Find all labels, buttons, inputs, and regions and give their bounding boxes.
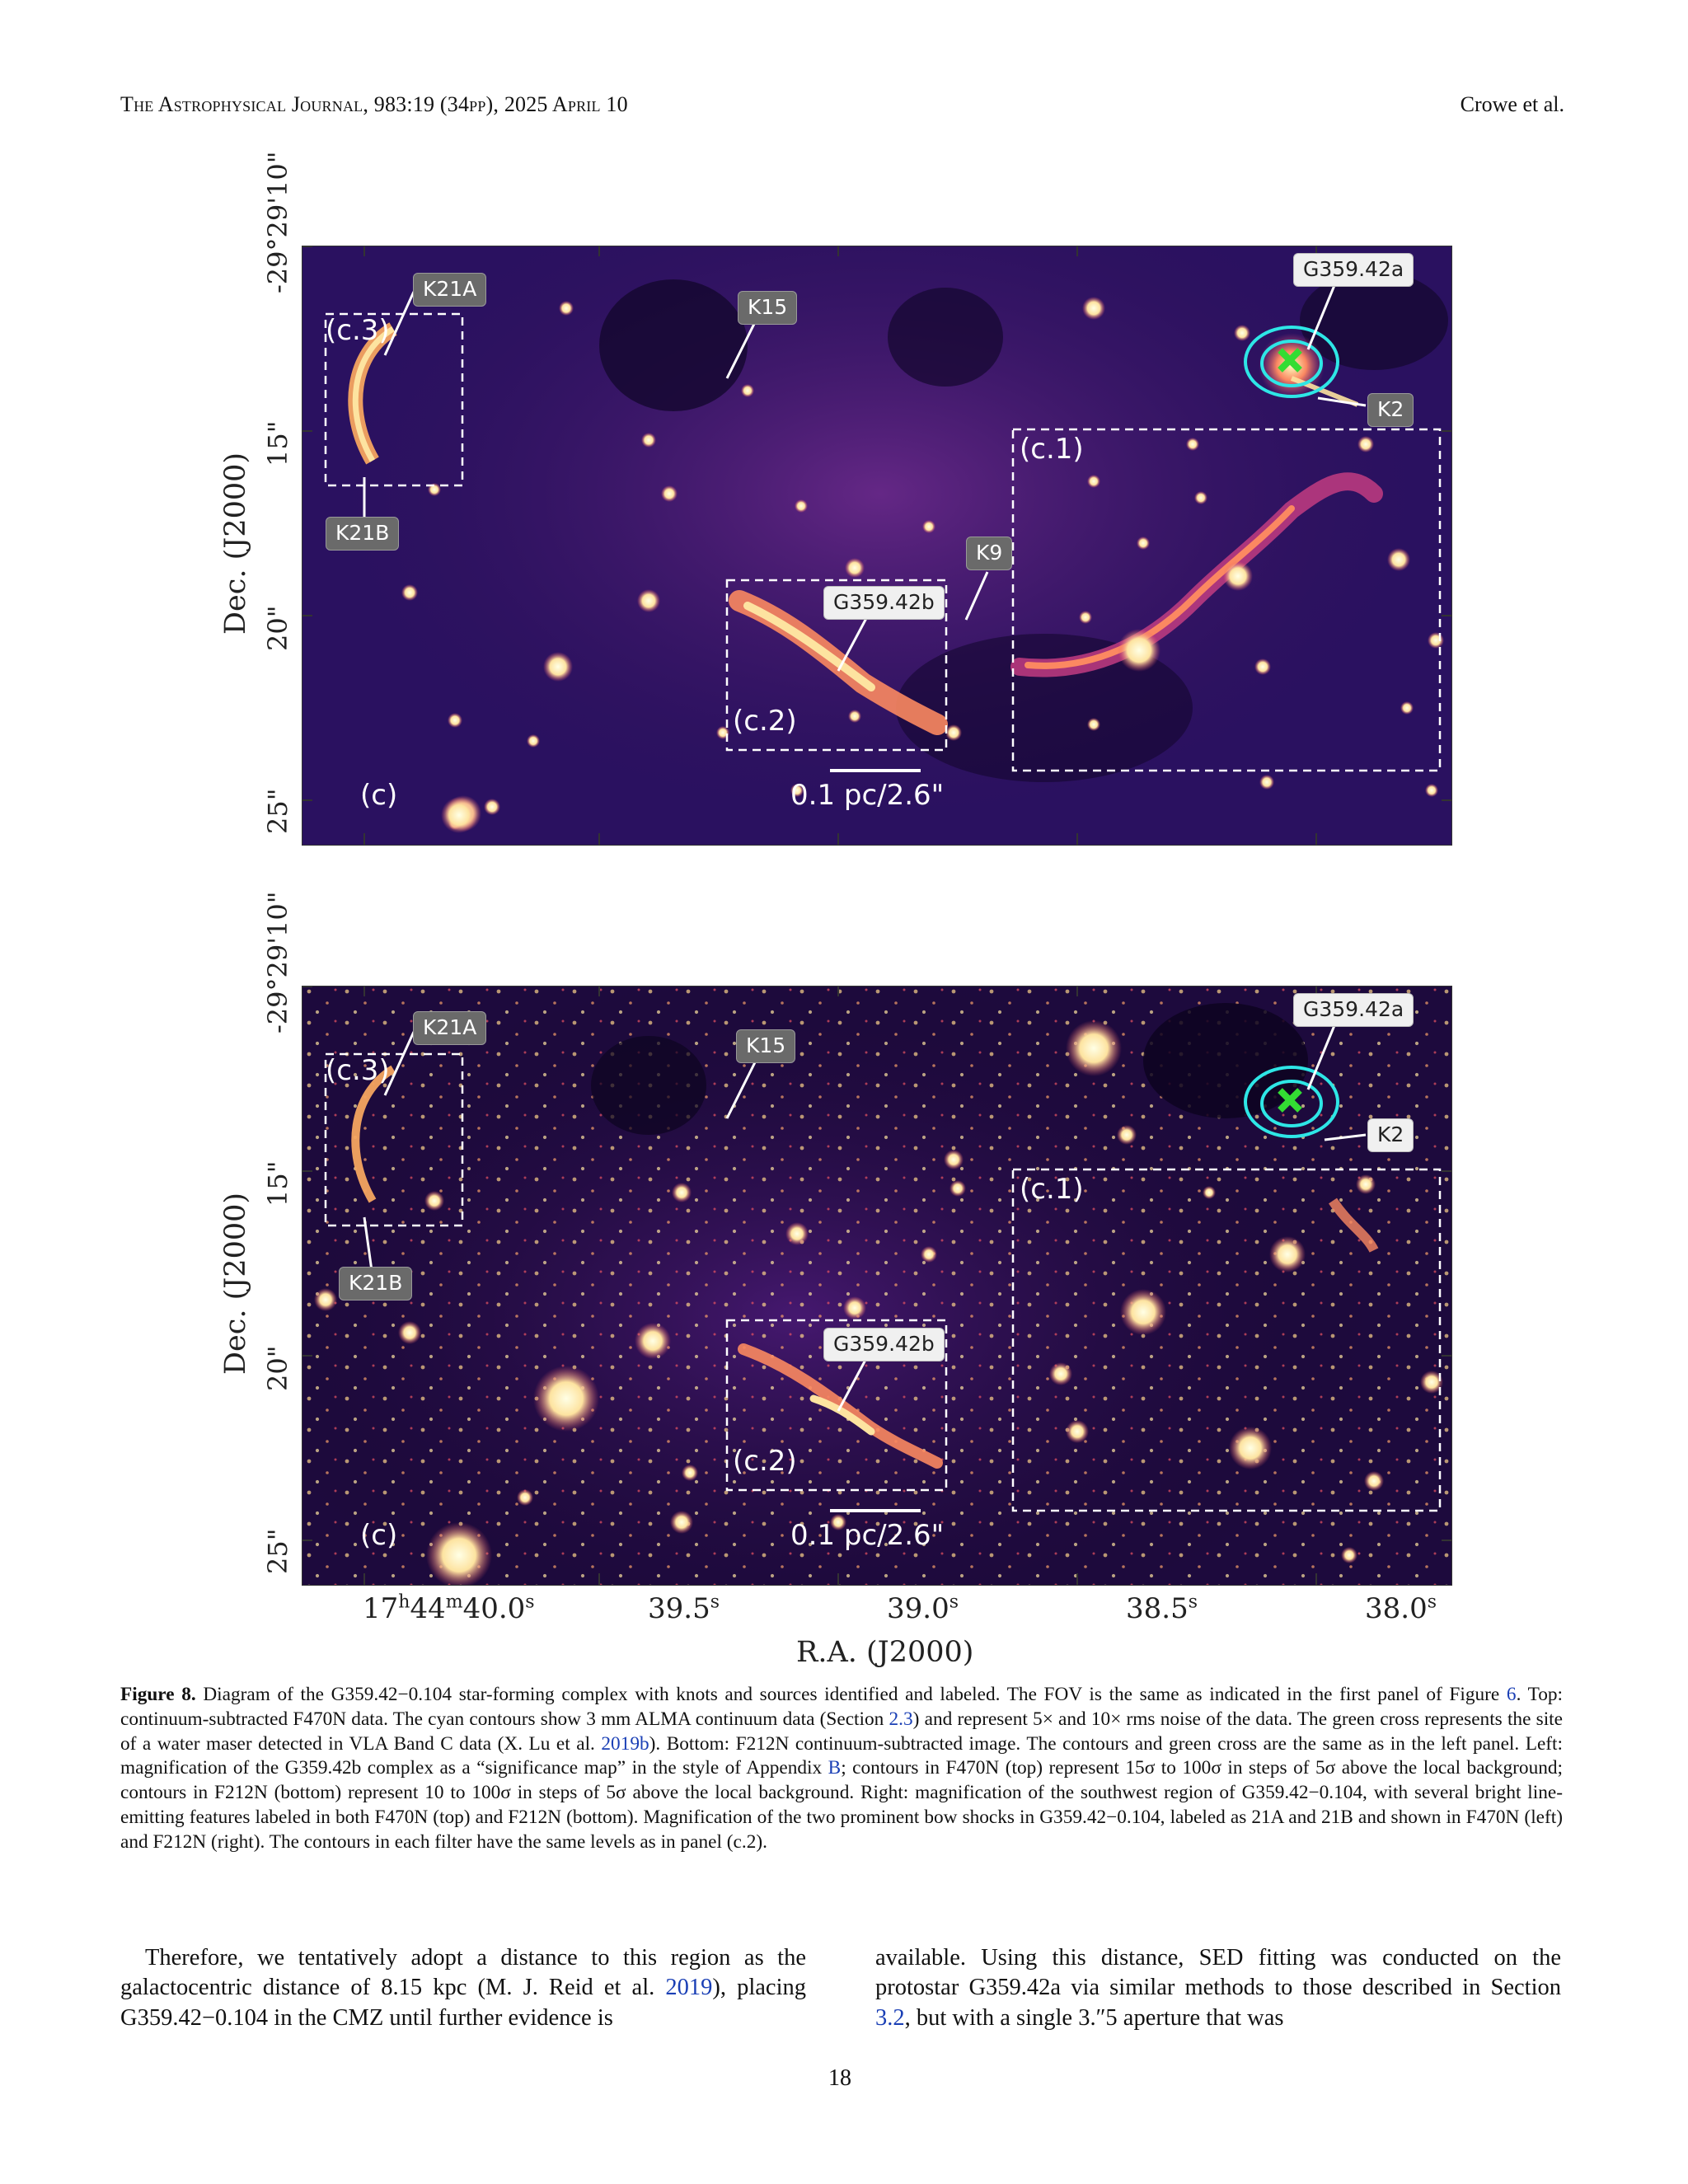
y-tick-bot-1: -29°29'10" (262, 891, 293, 1033)
label-k21b: K21B (326, 517, 400, 551)
region-box-c1 (1011, 1168, 1442, 1512)
label-k21a: K21A (413, 273, 487, 307)
y-tick-top-1: -29°29'10" (262, 151, 293, 293)
label-k2: K2 (1367, 1118, 1414, 1152)
figure-panel-f212n: K21A K21B K15 G359.42b G359.42a K2 (c.3)… (302, 986, 1452, 1586)
y-tick-top-3: 20" (262, 605, 293, 651)
y-tick-top-4: 25" (262, 788, 293, 834)
water-maser-cross-icon (1278, 348, 1302, 373)
y-axis-label-top: Dec. (J2000) (219, 452, 252, 635)
water-maser-cross-icon (1278, 1088, 1302, 1113)
label-k2: K2 (1367, 393, 1414, 427)
x-tick-4: 38.5s (1126, 1591, 1198, 1625)
alma-contour-inner (1260, 1080, 1323, 1127)
scale-bar-label: 0.1 pc/2.6" (790, 779, 945, 812)
label-g359-42a: G359.42a (1293, 993, 1414, 1027)
journal-header: The Astrophysical Journal, 983:19 (34pp)… (120, 92, 628, 116)
reid-2019-link[interactable]: 2019 (665, 1975, 713, 2001)
y-tick-bot-4: 25" (262, 1528, 293, 1574)
x-axis-label: R.A. (J2000) (796, 1636, 974, 1669)
region-box-c2 (725, 1319, 948, 1492)
region-label-c: (c) (360, 1519, 398, 1552)
region-label-c1: (c.1) (1020, 1173, 1084, 1206)
region-box-c1 (1011, 428, 1442, 772)
label-g359-42b: G359.42b (823, 1328, 945, 1361)
region-label-c: (c) (360, 779, 398, 812)
page-number: 18 (828, 2065, 851, 2091)
region-label-c1: (c.1) (1020, 433, 1084, 466)
y-axis-label-bottom: Dec. (J2000) (219, 1192, 252, 1375)
y-tick-bot-3: 20" (262, 1345, 293, 1391)
f470n-image (302, 246, 1451, 845)
region-label-c2: (c.2) (733, 1445, 797, 1478)
x-tick-2: 39.5s (648, 1591, 720, 1625)
region-box-c2 (725, 579, 948, 752)
author-header: Crowe et al. (1460, 92, 1564, 116)
body-paragraph-right: available. Using this distance, SED fitt… (875, 1945, 1561, 2031)
label-g359-42b: G359.42b (823, 586, 945, 620)
section-3-2-link[interactable]: 3.2 (875, 2004, 905, 2031)
label-k21a: K21A (413, 1011, 487, 1045)
region-label-c3: (c.3) (326, 314, 390, 347)
appendix-b-link[interactable]: B (828, 1757, 842, 1779)
body-paragraph-left: Therefore, we tentatively adopt a distan… (120, 1945, 806, 2031)
figure-6-link[interactable]: 6 (1506, 1684, 1517, 1705)
x-tick-1: 17h44m40.0s (363, 1591, 535, 1625)
region-label-c3: (c.3) (326, 1054, 390, 1087)
f212n-image (302, 987, 1451, 1585)
alma-contour-inner (1260, 340, 1323, 387)
figure-caption: Figure 8. Diagram of the G359.42−0.104 s… (120, 1684, 1564, 1853)
y-tick-bot-2: 15" (262, 1160, 293, 1207)
label-k15: K15 (736, 1029, 796, 1063)
region-label-c2: (c.2) (733, 705, 797, 738)
scale-bar-label: 0.1 pc/2.6" (790, 1519, 945, 1552)
lu-2019b-link[interactable]: 2019b (601, 1732, 649, 1755)
y-tick-top-2: 15" (262, 420, 293, 466)
x-tick-3: 39.0s (887, 1591, 959, 1625)
section-2-3-link[interactable]: 2.3 (889, 1708, 913, 1730)
label-k21b: K21B (339, 1267, 413, 1301)
alma-contour-outer (1244, 1066, 1339, 1138)
caption-label: Figure 8. (120, 1684, 196, 1705)
label-k15: K15 (738, 291, 798, 325)
label-g359-42a: G359.42a (1293, 253, 1414, 287)
figure-panel-f470n: K21A K21B K15 K9 G359.42b G359.42a K2 (c… (302, 246, 1452, 846)
alma-contour-outer (1244, 326, 1339, 398)
label-k9: K9 (966, 537, 1013, 570)
x-tick-5: 38.0s (1365, 1591, 1437, 1625)
